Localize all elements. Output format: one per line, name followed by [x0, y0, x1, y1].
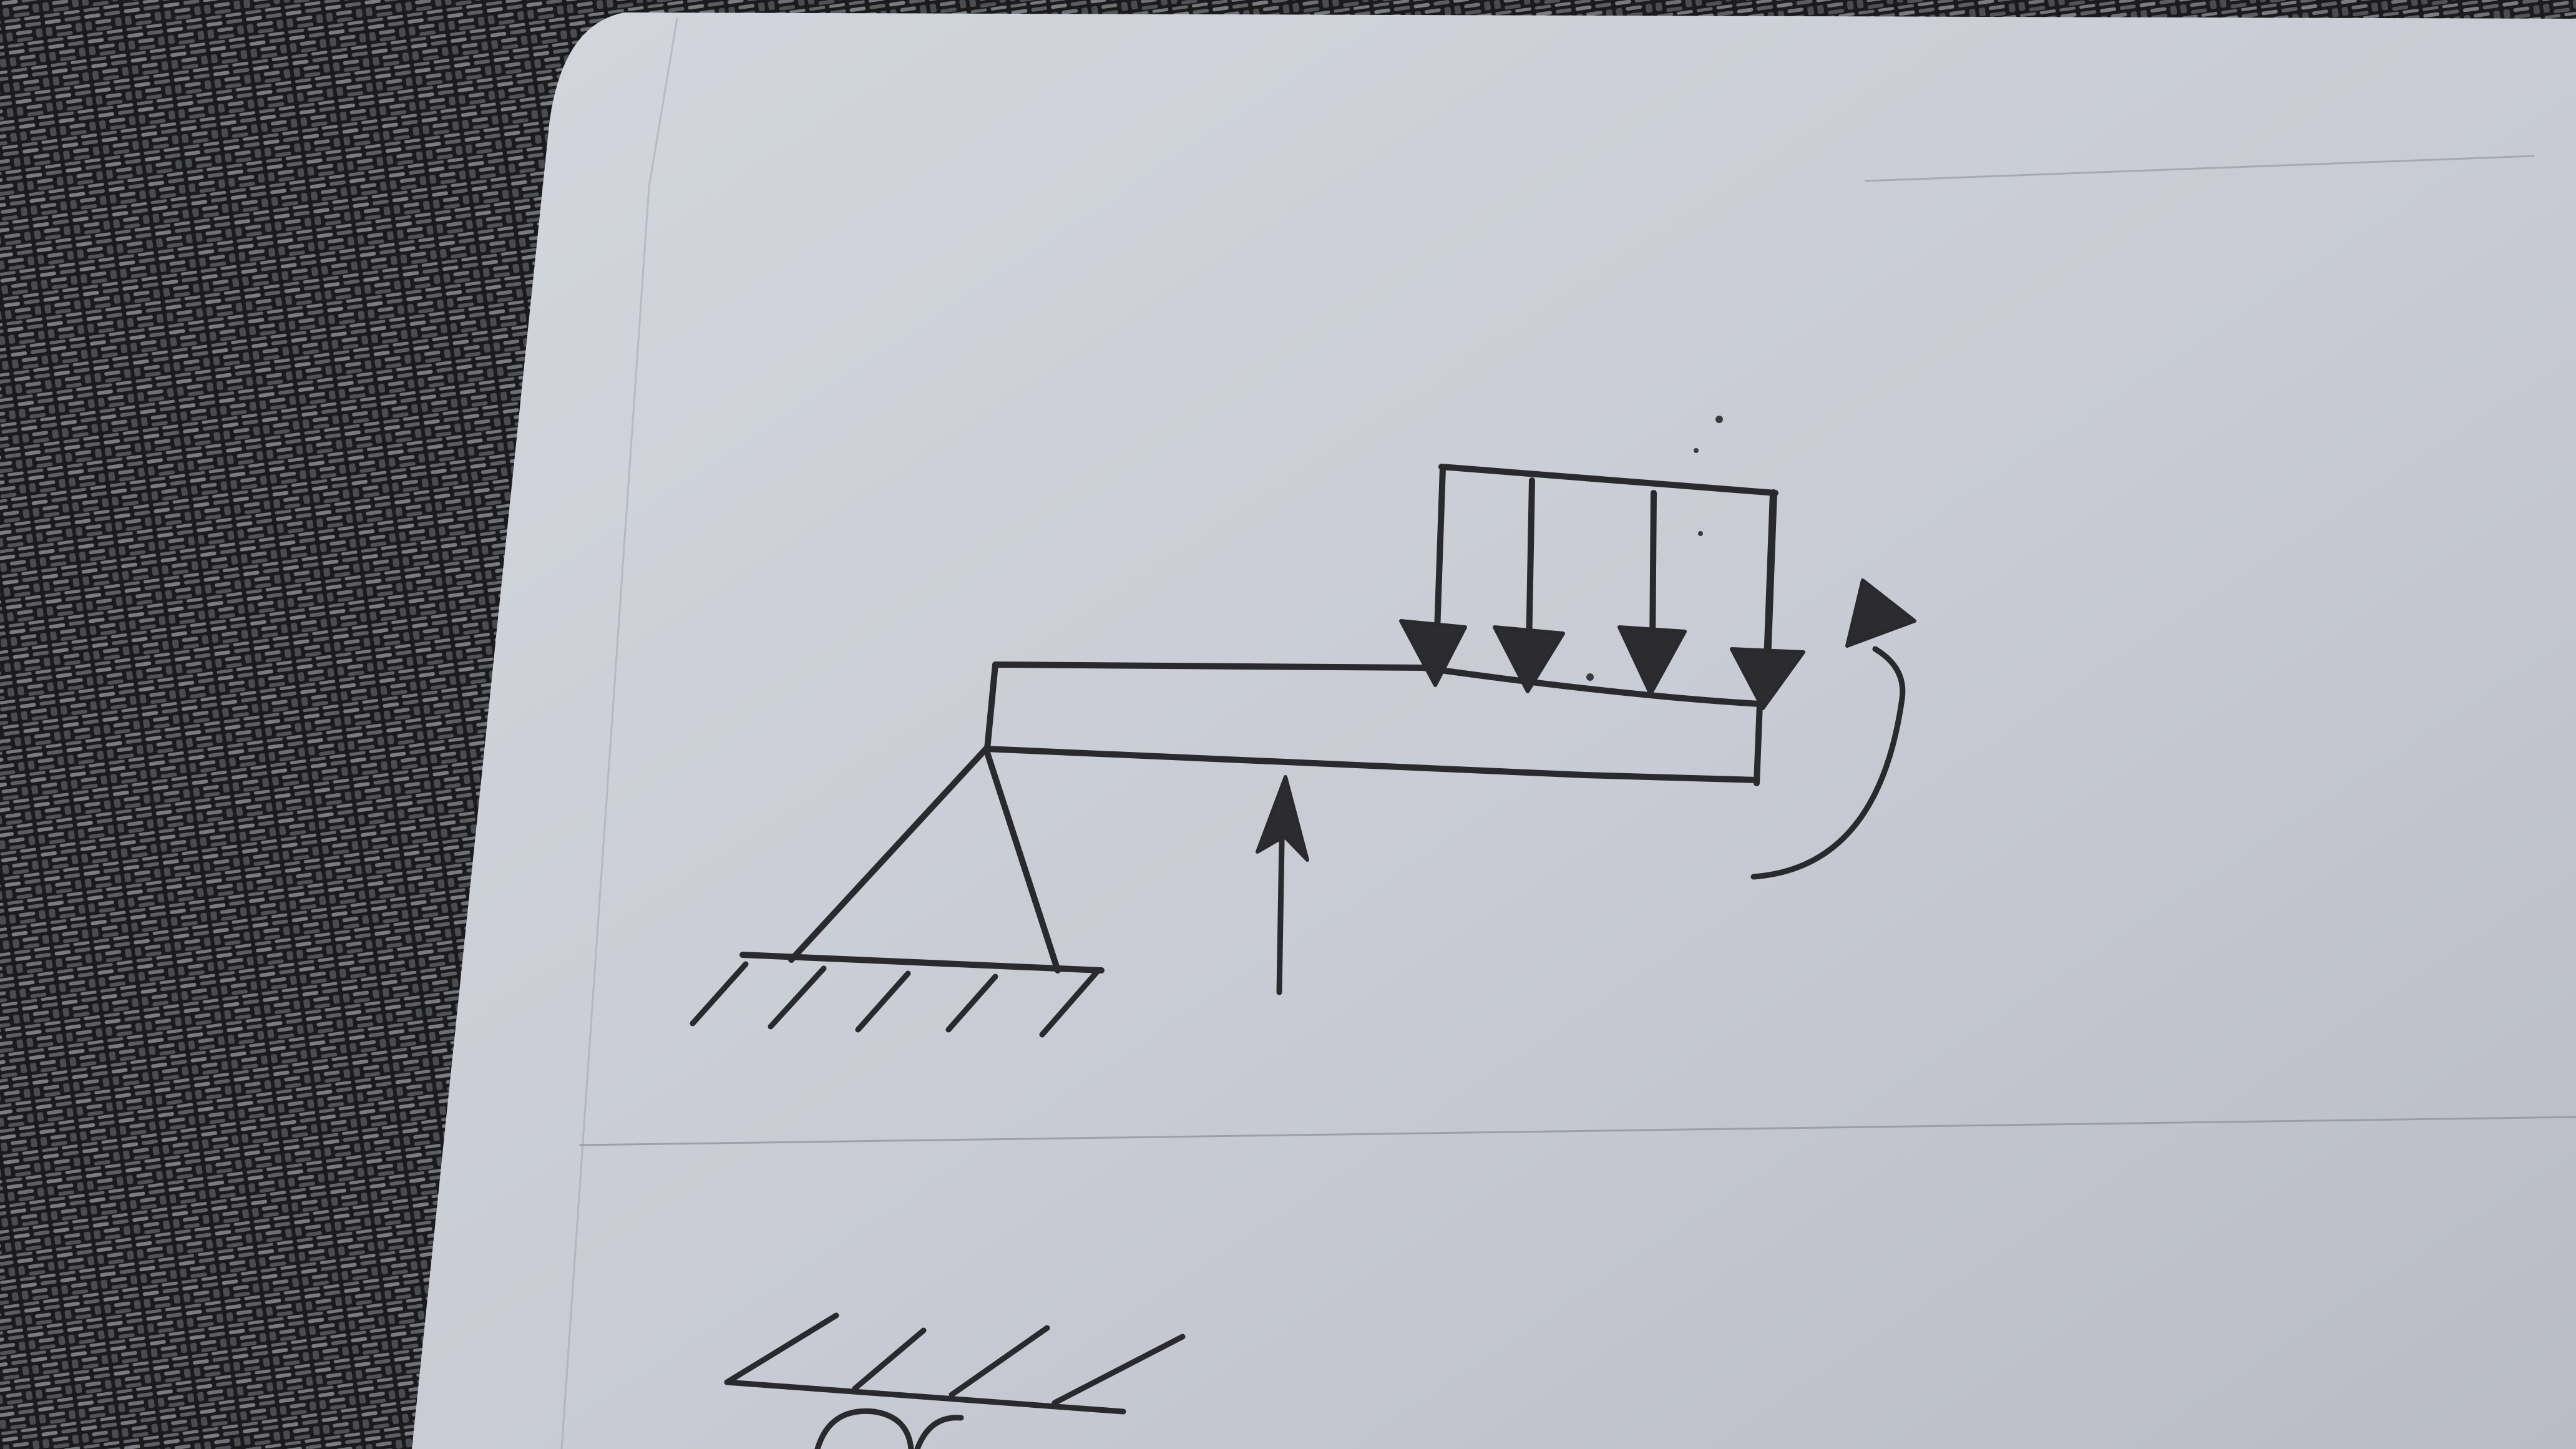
distributed-load [1399, 464, 1805, 710]
beam [983, 661, 1763, 786]
pencil-rule-top [1865, 155, 2535, 182]
load-arrow-2 [1526, 477, 1535, 652]
load-arrow-2-head [1493, 625, 1565, 693]
paper-highlight-edge [560, 17, 678, 1449]
load-arrow-4 [1764, 489, 1777, 665]
load-arrow-1-head [1399, 619, 1467, 687]
ink-speck [1698, 531, 1703, 536]
load-arrow-3-head [1617, 625, 1687, 696]
ink-speck [1694, 448, 1699, 453]
pin-support [788, 746, 1061, 973]
load-arrow-1 [1433, 465, 1446, 652]
partial-support-sketch [724, 1312, 1186, 1449]
load-arrow-3 [1649, 490, 1657, 652]
ink-speck [1586, 673, 1594, 681]
ground-hatching [690, 952, 1105, 1038]
ink-speck [1715, 416, 1723, 423]
upward-point-force [1256, 775, 1309, 995]
notebook-sheet [412, 12, 2576, 1449]
beam-diagram [690, 416, 1916, 1038]
load-arrow-4-head [1730, 647, 1805, 710]
moment-arrow [1750, 578, 1916, 880]
